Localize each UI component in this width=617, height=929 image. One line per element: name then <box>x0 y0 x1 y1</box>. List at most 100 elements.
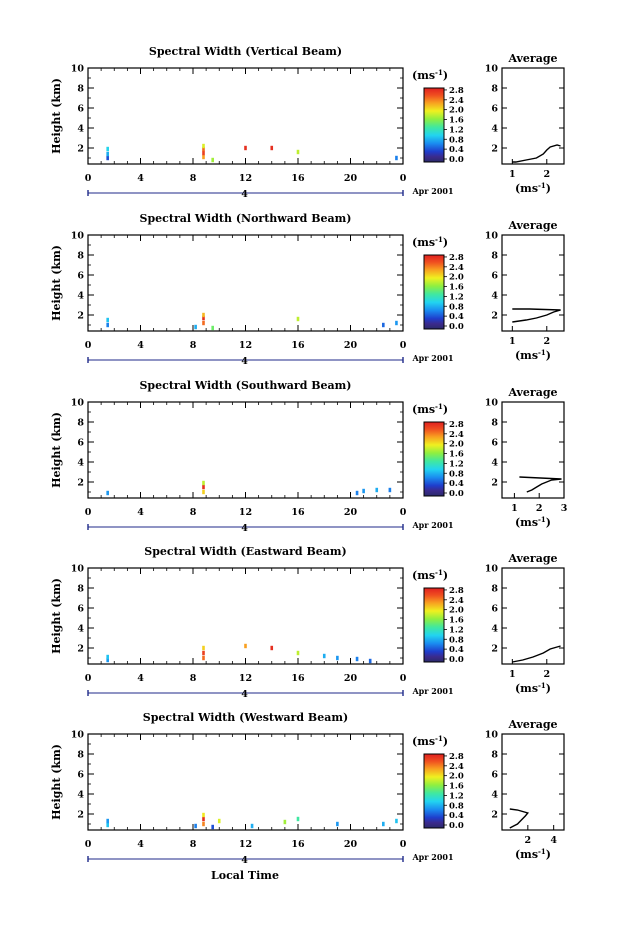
colorbar-tick-label: 1.2 <box>449 791 464 801</box>
y-tick-label: 4 <box>77 624 84 635</box>
avg-y-tick-label: 10 <box>485 231 499 242</box>
data-cell <box>106 322 109 328</box>
data-cell <box>388 487 392 493</box>
y-tick-label: 4 <box>77 790 84 801</box>
avg-y-tick-label: 6 <box>491 770 498 781</box>
colorbar-tick-label: 1.2 <box>449 292 464 302</box>
data-cell <box>202 315 205 321</box>
x-tick-label: 20 <box>344 340 358 351</box>
average-title: Average <box>507 552 557 565</box>
data-cell <box>270 645 274 651</box>
data-cell <box>336 821 339 827</box>
data-cell <box>355 656 359 662</box>
avg-y-tick-label: 8 <box>491 584 498 595</box>
colorbar-tick-label: 0.0 <box>449 655 464 665</box>
colorbar <box>423 421 445 497</box>
avg-y-tick-label: 2 <box>491 478 498 489</box>
avg-y-tick-label: 2 <box>491 311 498 322</box>
avg-y-tick-label: 6 <box>491 104 498 115</box>
colorbar-tick-label: 0.0 <box>449 155 464 165</box>
data-cell <box>296 149 300 155</box>
y-tick-label: 10 <box>71 231 85 242</box>
avg-y-tick-label: 10 <box>485 564 499 575</box>
plot-frame <box>87 567 404 665</box>
data-cell <box>194 324 197 330</box>
y-tick-label: 6 <box>77 104 84 115</box>
average-frame <box>501 67 565 165</box>
avg-x-label: (ms-1) <box>515 181 551 195</box>
average-title: Average <box>507 219 557 232</box>
data-cell <box>202 816 205 822</box>
colorbar-unit: (ms-1) <box>412 734 448 748</box>
panel-title: Spectral Width (Southward Beam) <box>139 379 351 392</box>
avg-y-tick-label: 4 <box>491 790 498 801</box>
colorbar-tick-label: 0.0 <box>449 322 464 332</box>
x-tick-label: 8 <box>190 673 197 684</box>
colorbar-tick-label: 2.8 <box>449 752 464 762</box>
y-tick-label: 8 <box>77 84 84 95</box>
data-cell <box>211 325 214 331</box>
y-axis-label: Height (km) <box>50 245 63 321</box>
avg-x-tick-label: 2 <box>543 336 550 347</box>
avg-y-tick-label: 6 <box>491 438 498 449</box>
colorbar-tick-label: 1.2 <box>449 125 464 135</box>
panel-title: Spectral Width (Westward Beam) <box>143 711 348 724</box>
data-cell <box>106 146 109 152</box>
colorbar <box>423 87 445 163</box>
y-tick-label: 8 <box>77 251 84 262</box>
data-cell <box>202 484 205 490</box>
avg-x-tick-label: 1 <box>509 169 516 180</box>
day-marker: 4 <box>241 855 248 866</box>
colorbar-tick-label: 0.0 <box>449 489 464 499</box>
x-tick-label: 4 <box>137 340 144 351</box>
data-cell <box>283 819 287 825</box>
avg-x-tick-label: 1 <box>509 336 516 347</box>
panel-1: Spectral Width (Northward Beam) 2 4 6 8 10 0 4 8… <box>50 212 565 367</box>
x-tick-label: 12 <box>239 507 252 518</box>
y-tick-label: 2 <box>77 311 84 322</box>
date-label: Apr 2001 <box>411 852 453 862</box>
avg-x-label: (ms-1) <box>515 847 551 861</box>
colorbar-tick-label: 2.4 <box>449 430 464 440</box>
avg-y-tick-label: 6 <box>491 271 498 282</box>
colorbar-tick-label: 2.0 <box>449 440 464 450</box>
data-cell <box>382 821 385 827</box>
data-cell <box>395 320 398 326</box>
colorbar-tick-label: 2.4 <box>449 263 464 273</box>
y-tick-label: 6 <box>77 770 84 781</box>
plot-frame <box>87 234 404 332</box>
y-tick-label: 10 <box>71 398 85 409</box>
average-frame <box>501 234 565 332</box>
avg-y-tick-label: 2 <box>491 810 498 821</box>
colorbar-tick-label: 2.4 <box>449 96 464 106</box>
x-tick-label: 0 <box>85 340 92 351</box>
avg-y-tick-label: 4 <box>491 624 498 635</box>
panel-title: Spectral Width (Northward Beam) <box>140 212 352 225</box>
x-tick-label: 20 <box>344 839 358 850</box>
data-cell <box>217 818 221 824</box>
y-tick-label: 4 <box>77 291 84 302</box>
average-title: Average <box>507 52 557 65</box>
avg-y-tick-label: 10 <box>485 398 499 409</box>
average-frame <box>501 733 565 831</box>
colorbar <box>423 753 445 829</box>
data-cell <box>106 818 109 824</box>
colorbar-unit: (ms-1) <box>412 402 448 416</box>
data-cell <box>106 151 109 157</box>
panel-title: Spectral Width (Vertical Beam) <box>149 45 342 58</box>
y-axis-label: Height (km) <box>50 578 63 654</box>
colorbar-tick-label: 2.8 <box>449 253 464 263</box>
avg-y-tick-label: 4 <box>491 291 498 302</box>
average-profile-line <box>512 645 561 663</box>
x-tick-label: 8 <box>190 340 197 351</box>
colorbar-tick-label: 0.8 <box>449 135 464 145</box>
avg-x-label: (ms-1) <box>515 348 551 362</box>
data-cell <box>202 812 205 818</box>
panel-title: Spectral Width (Eastward Beam) <box>144 545 346 558</box>
x-tick-label: 0 <box>400 673 407 684</box>
data-cell <box>202 143 205 149</box>
avg-x-tick-label: 3 <box>561 503 568 514</box>
